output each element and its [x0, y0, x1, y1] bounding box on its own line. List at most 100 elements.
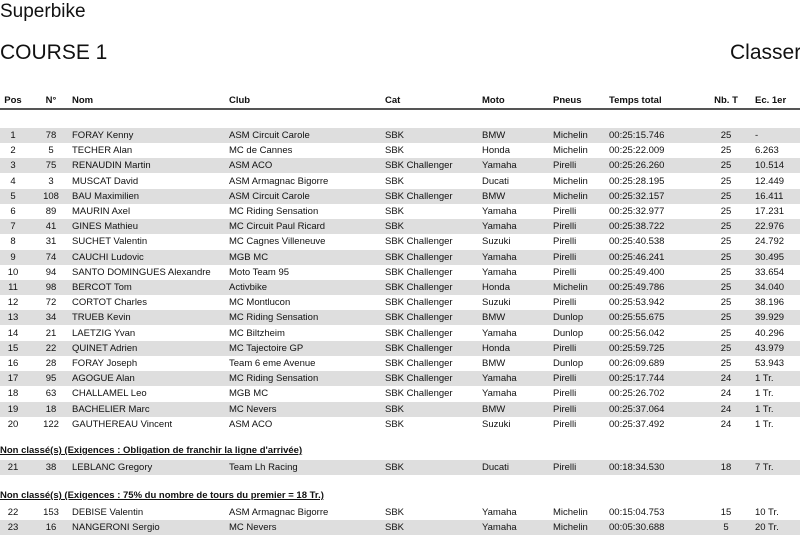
cell-name: RENAUDIN Martin [72, 160, 151, 172]
column-header-name: Nom [72, 95, 94, 106]
cell-number: 108 [43, 190, 59, 202]
cell-number: 3 [48, 175, 54, 187]
column-header-gap: Ec. 1er [755, 95, 787, 106]
cell-gap: 53.943 [755, 358, 785, 369]
cell-tyres: Michelin [553, 190, 588, 202]
cell-laps: 24 [720, 403, 732, 415]
cell-gap: 1 Tr. [755, 418, 774, 430]
cell-name: GAUTHEREAU Vincent [72, 418, 173, 430]
table-row: 9 74 CAUCHI Ludovic MGB MC SBK Challenger Yam… [0, 249, 800, 265]
cell-tyres: Pirelli [553, 251, 577, 263]
cell-total-time: 00:25:32.977 [609, 206, 665, 217]
column-header-total-time: Temps total [609, 95, 662, 106]
cell-tyres: Pirelli [553, 403, 577, 415]
cell-gap: 1 Tr. [755, 373, 774, 385]
cell-position: 15 [7, 342, 19, 354]
cell-total-time: 00:25:46.241 [609, 251, 665, 263]
cell-tyres: Michelin [553, 130, 588, 141]
cell-gap: 38.196 [755, 297, 785, 309]
cell-club: MC Cagnes Villeneuve [229, 236, 326, 248]
cell-tyres: Pirelli [553, 206, 577, 217]
cell-name: LAETZIG Yvan [72, 327, 136, 339]
cell-total-time: 00:25:40.538 [609, 236, 665, 248]
table-row: 2 5 TECHER Alan MC de Cannes SBK Honda Micheli… [0, 143, 800, 158]
cell-total-time: 00:25:32.157 [609, 190, 665, 202]
cell-name: GINES Mathieu [72, 221, 138, 233]
cell-tyres: Pirelli [553, 373, 577, 385]
cell-position: 5 [10, 190, 16, 202]
cell-category: SBK Challenger [385, 236, 453, 248]
cell-bike: BMW [482, 130, 506, 141]
cell-category: SBK Challenger [385, 358, 453, 369]
cell-tyres: Pirelli [553, 297, 577, 309]
cell-total-time: 00:25:28.195 [609, 175, 665, 187]
cell-name: SUCHET Valentin [72, 236, 148, 248]
cell-total-time: 00:25:49.786 [609, 282, 665, 293]
cell-position: 13 [7, 312, 19, 324]
cell-category: SBK Challenger [385, 297, 453, 309]
table-row: 19 18 BACHELIER Marc MC Nevers SBK BMW Pirelli… [0, 401, 800, 417]
cell-position: 9 [10, 251, 16, 263]
cell-bike: Yamaha [482, 507, 517, 518]
cell-category: SBK Challenger [385, 190, 453, 202]
cell-name: BACHELIER Marc [72, 403, 150, 415]
cell-total-time: 00:05:30.688 [609, 522, 665, 534]
cell-gap: 16.411 [755, 190, 784, 202]
table-row: 7 41 GINES Mathieu MC Circuit Paul Ricard SB… [0, 219, 800, 235]
cell-gap: 40.296 [755, 327, 785, 339]
cell-category: SBK [385, 403, 405, 415]
table-row: 22 153 DEBISE Valentin ASM Armagnac Bigorre… [0, 505, 800, 520]
cell-category: SBK Challenger [385, 251, 453, 263]
cell-club: MC Nevers [229, 403, 277, 415]
cell-number: 75 [45, 160, 57, 172]
cell-laps: 25 [720, 266, 732, 278]
cell-gap: 17.231 [755, 206, 785, 217]
cell-number: 34 [45, 312, 57, 324]
cell-number: 98 [45, 282, 57, 293]
cell-tyres: Dunlop [553, 358, 584, 369]
cell-club: ASM Armagnac Bigorre [229, 175, 329, 187]
cell-number: 18 [45, 403, 57, 415]
table-row: 20 122 GAUTHEREAU Vincent ASM ACO SBK Suzuki P… [0, 417, 800, 432]
cell-category: SBK [385, 175, 405, 187]
cell-category: SBK [385, 145, 405, 157]
cell-total-time: 00:25:55.675 [609, 312, 665, 324]
header-divider [0, 108, 800, 110]
cell-club: Activbike [229, 282, 268, 293]
cell-club: MGB MC [229, 251, 269, 263]
cell-laps: 15 [720, 507, 732, 518]
cell-number: 5 [48, 145, 54, 157]
cell-club: MC Nevers [229, 522, 277, 534]
race-title: COURSE 1 [0, 41, 108, 64]
cell-total-time: 00:25:26.260 [609, 160, 665, 172]
cell-laps: 24 [720, 388, 732, 400]
cell-total-time: 00:25:37.064 [609, 403, 665, 415]
cell-total-time: 00:25:26.702 [609, 388, 665, 400]
table-row: 13 34 TRUEB Kevin MC Riding Sensation SBK Ch… [0, 310, 800, 326]
cell-bike: Honda [482, 145, 510, 157]
cell-club: MC de Cannes [229, 145, 293, 157]
cell-bike: Honda [482, 282, 510, 293]
cell-bike: Yamaha [482, 251, 517, 263]
cell-club: ASM Armagnac Bigorre [229, 507, 329, 518]
cell-category: SBK Challenger [385, 327, 453, 339]
cell-laps: 25 [720, 190, 732, 202]
cell-category: SBK [385, 130, 405, 141]
cell-name: CAUCHI Ludovic [72, 251, 144, 263]
cell-gap: 1 Tr. [755, 388, 774, 400]
cell-gap: 33.654 [755, 266, 785, 278]
cell-position: 6 [10, 206, 16, 217]
cell-number: 153 [43, 507, 59, 518]
cell-position: 14 [7, 327, 19, 339]
table-row: 16 28 FORAY Joseph Team 6 eme Avenue SBK Cha… [0, 356, 800, 371]
section-title: Non classé(s) (Exigences : Obligation de… [0, 445, 303, 456]
column-header-laps: Nb. T [714, 95, 738, 106]
cell-tyres: Michelin [553, 507, 588, 518]
cell-gap: 39.929 [755, 312, 785, 324]
cell-laps: 25 [720, 145, 732, 157]
cell-gap: 6.263 [755, 145, 779, 157]
table-row: 12 72 CORTOT Charles MC Montlucon SBK Challe… [0, 295, 800, 310]
cell-tyres: Pirelli [553, 342, 577, 354]
cell-laps: 18 [720, 462, 732, 473]
cell-total-time: 00:25:17.744 [609, 373, 665, 385]
